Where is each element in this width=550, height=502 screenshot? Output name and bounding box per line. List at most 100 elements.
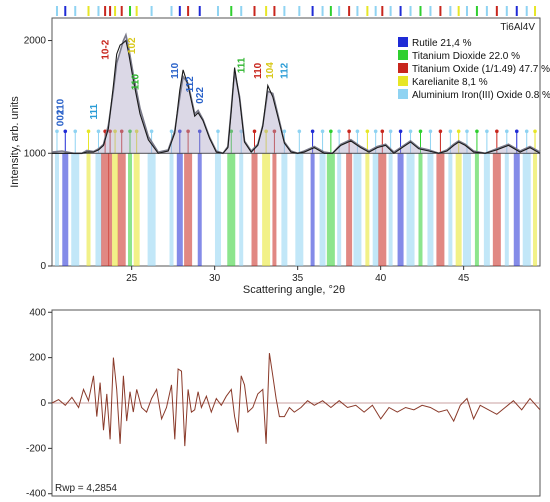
reflection-bar [427,153,434,266]
bottom-y-tick-label: -400 [26,489,46,500]
phase-strip-tick [109,6,112,16]
reflection-bar [310,153,315,266]
phase-strip-tick [178,6,181,16]
hkl-label: 110 [170,62,181,79]
reflection-bar [54,153,59,266]
legend-entry: Titanium Dioxide 22.0 % [412,51,520,62]
reflection-bar [112,153,119,266]
top-x-tick-label: 40 [375,273,387,284]
phase-strip-tick [150,6,153,16]
reflection-bar [101,153,110,266]
reflection-dot [408,129,413,134]
phase-strip-tick [216,6,219,16]
series-line-observed [51,32,541,155]
reflection-dot [418,129,423,134]
phase-strip-tick [515,6,518,16]
reflection-bar [319,153,326,266]
legend-entry: Rutile 21,4 % [412,38,472,49]
legend-swatch [398,50,408,60]
reflection-dot [337,129,341,134]
reflection-dot [495,129,499,134]
reflection-bar [95,153,102,266]
hkl-label: 112 [280,62,291,79]
reflection-bar [86,153,91,266]
reflection-dot [119,129,124,134]
phase-strip-tick [240,6,243,16]
reflection-bars [52,129,540,266]
reflection-bar [295,153,304,266]
phase-strip-tick [366,6,369,16]
reflection-dot [149,129,154,134]
reflection-bar [227,153,236,266]
reflection-dot [169,129,174,134]
reflection-dot [297,129,302,134]
reflection-bar [239,153,244,266]
phase-strip-tick [389,6,392,16]
bottom-y-tick-label: 400 [29,307,46,318]
reflection-bar [418,153,423,266]
phase-strip-tick [198,6,201,16]
reflection-dot [216,129,220,134]
reflection-dot [533,129,537,134]
phase-strip-tick [97,6,100,16]
reflection-dot [108,129,112,134]
reflection-bar [483,153,490,266]
phase-strip-tick [534,6,537,16]
legend-entry: Karelianite 8,1 % [412,77,488,88]
phase-strip-tick [465,6,468,16]
bottom-y-tick-label: 200 [29,353,46,364]
reflection-bar [455,153,462,266]
reflection-bar [133,153,140,266]
phase-strip-tick [311,6,314,16]
reflection-dot [475,129,479,134]
reflection-bar [533,153,538,266]
reflection-bar [448,153,453,266]
phase-strip-tick [135,6,138,16]
reflection-dot [329,129,333,134]
phase-strip-tick [505,6,508,16]
reflection-bar [346,153,353,266]
phase-legend: Rutile 21,4 % Titanium Dioxide 22.0 % Tita… [395,34,550,103]
reflection-bar [184,153,193,266]
reflection-dot [197,129,202,134]
reflection-dot [355,129,360,134]
reflection-dot [373,129,378,134]
phase-strip-tick [298,6,301,16]
reflection-dot [428,129,433,134]
reflection-dot [73,129,78,134]
reflection-dot [252,129,257,134]
reflection-bar [353,153,362,266]
phase-strip-tick [253,6,256,16]
reflection-dot [365,129,370,134]
phase-strip-tick [475,6,478,16]
phase-strip-tick [525,6,528,16]
phase-strip-tick [439,6,442,16]
reflection-bar [504,153,509,266]
series-line-difference [51,353,541,447]
reflection-dot [310,129,315,134]
phase-strip-tick [114,6,117,16]
phase-strip-tick [381,6,384,16]
reflection-dot [96,129,101,134]
phase-strip-tick [321,6,324,16]
reflection-bar [197,153,202,266]
phase-strip-tick [55,6,58,16]
phase-strip-tick [230,6,233,16]
top-series-group [51,32,541,155]
phase-strip-tick [348,6,351,16]
hkl-label: 022 [195,87,206,104]
hkl-label: 111 [237,57,248,73]
reflection-bar [492,153,501,266]
top-x-tick-label: 30 [209,273,221,284]
bottom-series-group [51,353,541,447]
legend-background [395,34,539,103]
reflection-bar [272,153,277,266]
reflection-dot [524,129,529,134]
phase-strip-tick [485,6,488,16]
reflection-bar [388,153,393,266]
top-y-axis-title: Intensity, arb. units [9,96,21,188]
bottom-y-tick-label: 0 [40,398,46,409]
reflection-bar [214,153,221,266]
reflection-dot [456,129,461,134]
